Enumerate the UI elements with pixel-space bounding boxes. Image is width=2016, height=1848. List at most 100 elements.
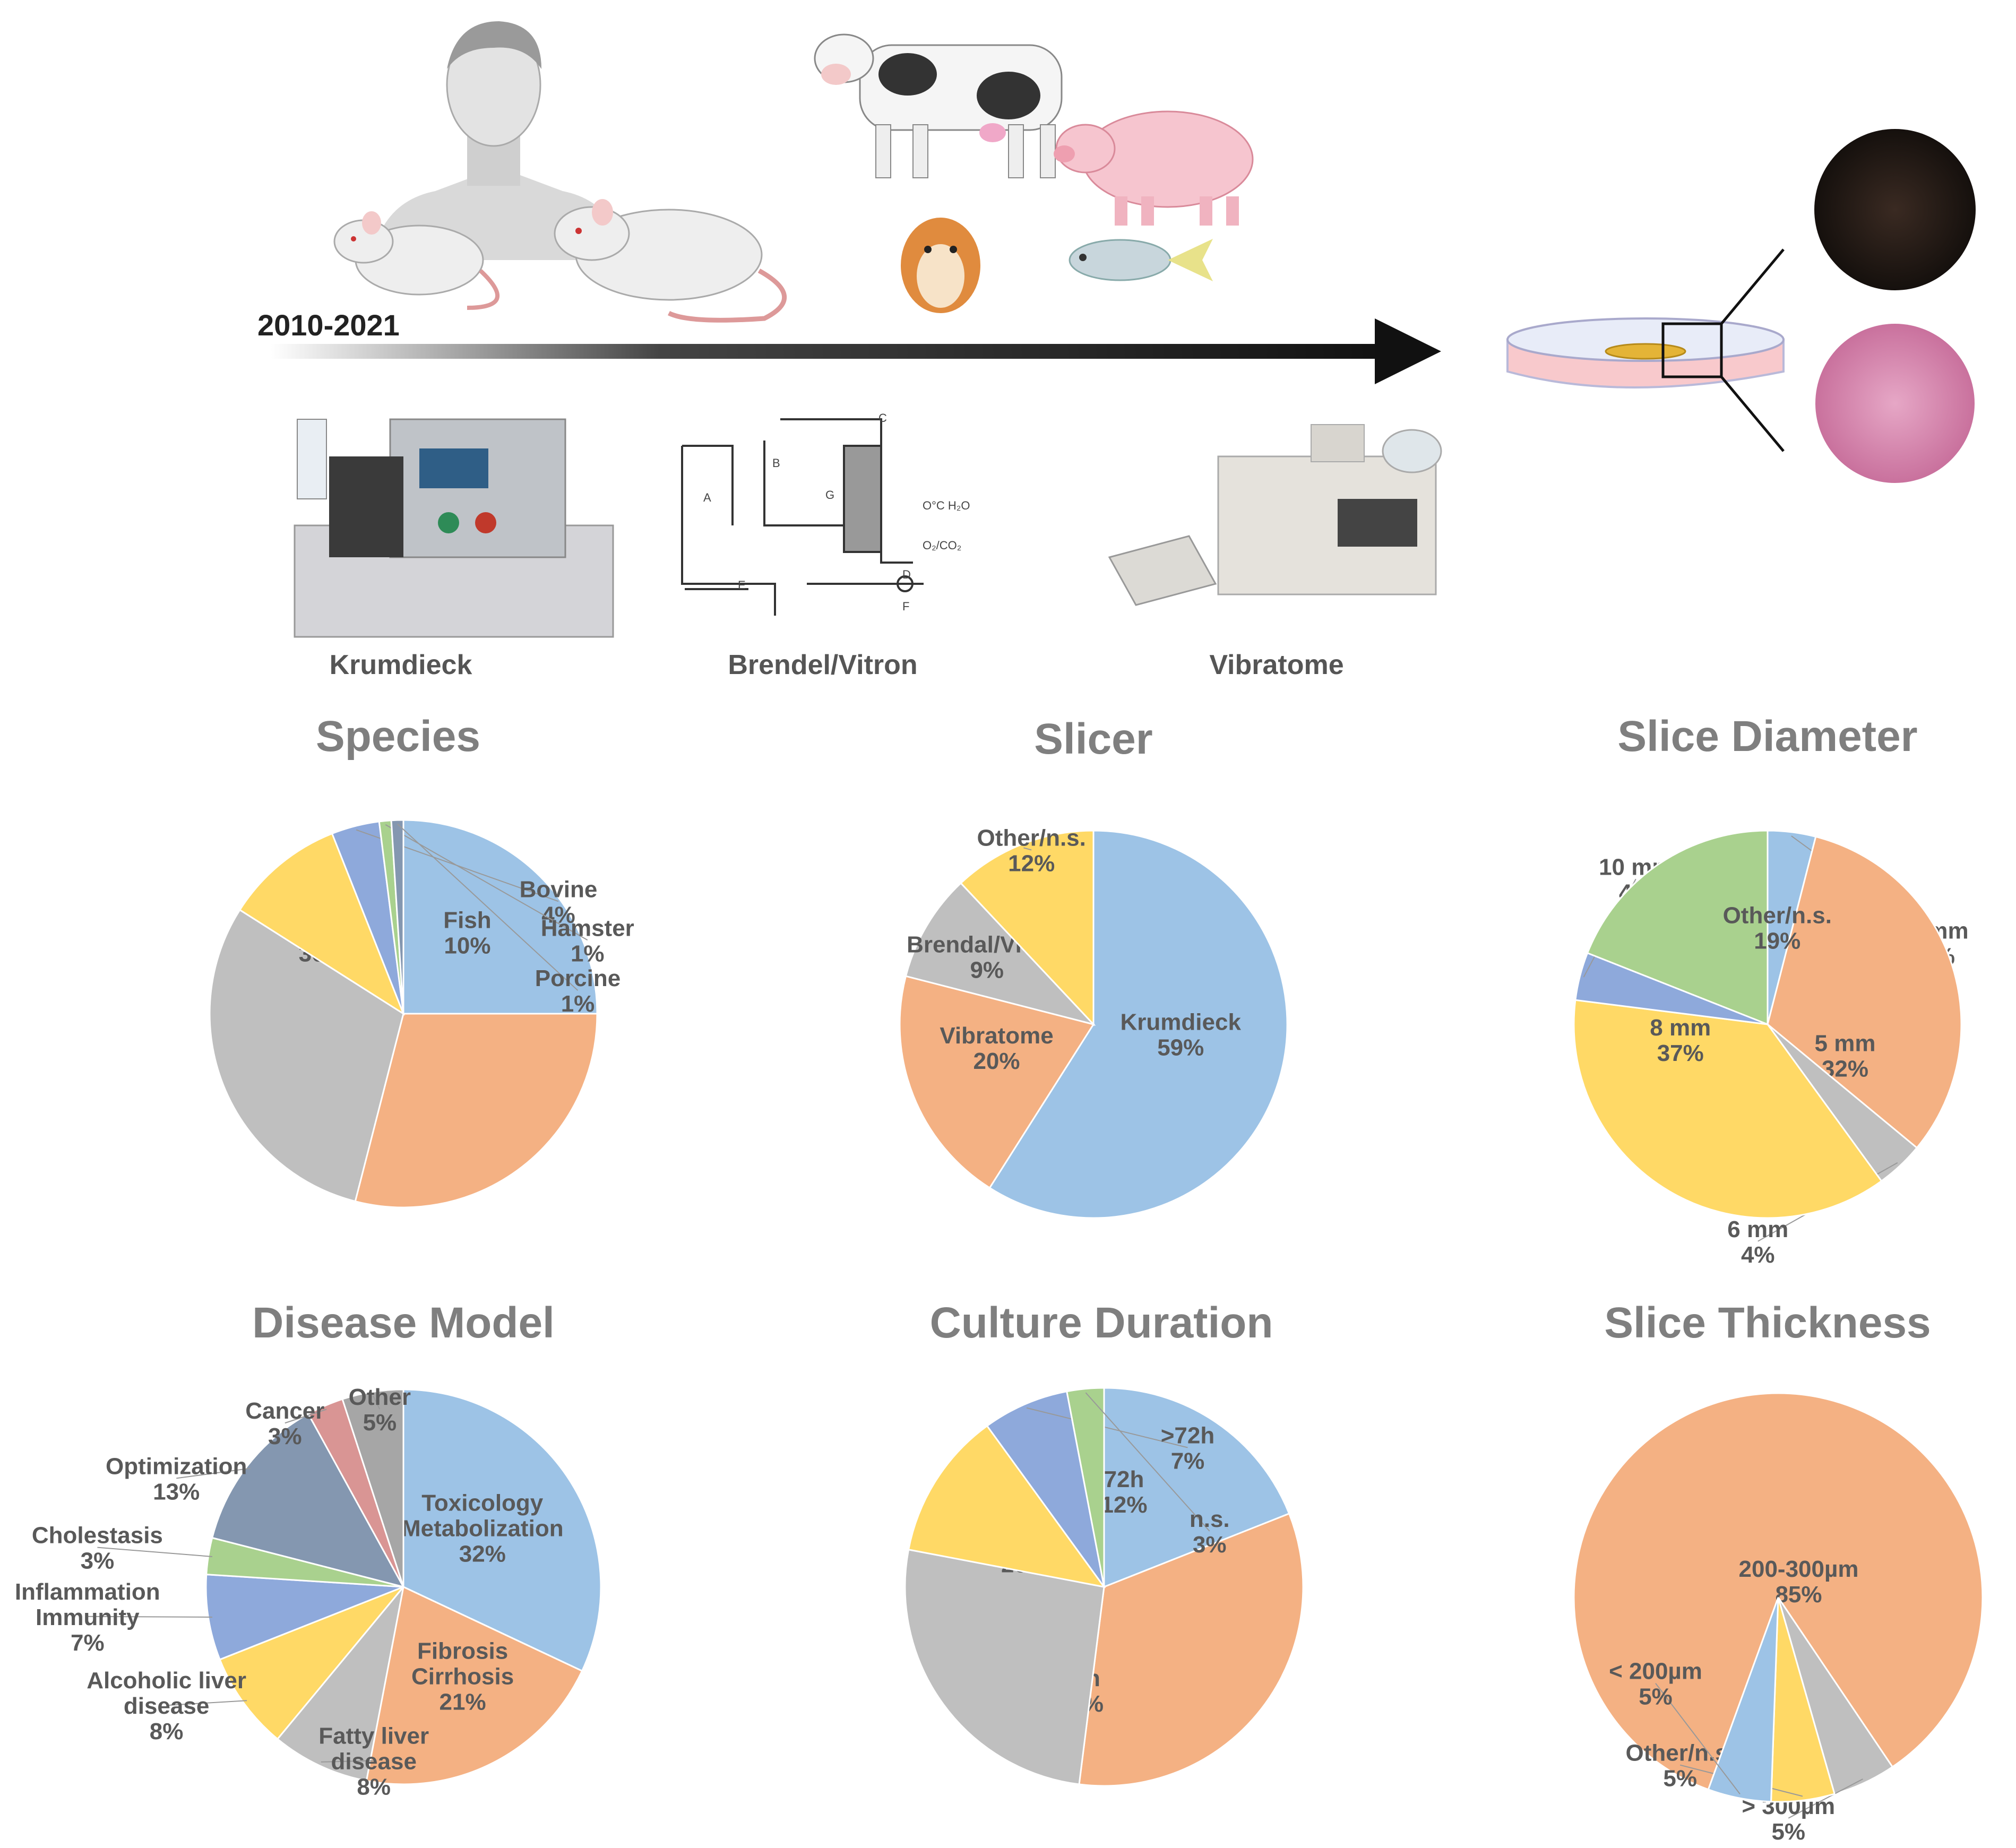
pie-slice-n-s- xyxy=(1065,1387,1105,1587)
chart-title: Slice Diameter xyxy=(1617,712,1917,761)
pie-slice-other-n-s- xyxy=(960,830,1095,1026)
pie-slice-vibratome xyxy=(899,975,1095,1189)
slice-label: Toxicology Metabolization 32% xyxy=(401,1490,564,1567)
slice-label: Other/n.s. 5% xyxy=(1626,1740,1735,1792)
timeline-label: 2010-2021 xyxy=(257,308,400,342)
slice-label: Cancer 3% xyxy=(245,1398,324,1449)
he-stained-slice-image xyxy=(1815,324,1975,483)
slice-label: Porcine 1% xyxy=(535,965,621,1017)
species-pie-chart: SpeciesMouse25%Rat29%Human30%Fish10%Bovi… xyxy=(209,712,634,1208)
illustration-panel: 2010-2021 xyxy=(257,21,1976,680)
pie-slice-mouse xyxy=(402,819,598,1015)
schematic-label-e: E xyxy=(738,578,746,592)
slice-label: 72h 12% xyxy=(1100,1466,1147,1518)
pie-slice-24h xyxy=(1078,1513,1304,1787)
slice-label: >72h 7% xyxy=(1161,1423,1215,1474)
slice-label: Fish 10% xyxy=(443,908,491,959)
pie-slice-other-n-s- xyxy=(1586,830,1769,1026)
slice-label: Other 5% xyxy=(349,1384,411,1436)
slice-label: 6 mm 4% xyxy=(1727,1216,1788,1268)
leader-line xyxy=(373,1395,381,1410)
leader-line xyxy=(1026,1407,1188,1448)
schematic-label-g: G xyxy=(825,488,834,502)
leader-line xyxy=(176,1467,251,1479)
leader-line xyxy=(1023,847,1032,851)
chart-title: Slice Thickness xyxy=(1604,1299,1931,1347)
slice-label: 8 mm 37% xyxy=(1650,1015,1711,1066)
pie-slice-other xyxy=(341,1388,404,1587)
leader-line xyxy=(1655,1683,1741,1794)
leader-line xyxy=(285,1409,327,1424)
schematic-label-b: B xyxy=(772,456,780,470)
slice-label: Krumdieck 59% xyxy=(1121,1009,1242,1060)
instrument-label-vibratome: Vibratome xyxy=(1209,650,1343,680)
leader-line xyxy=(166,1700,247,1706)
pie-slice-200-300-m xyxy=(1573,1392,1984,1791)
chart-title: Culture Duration xyxy=(930,1299,1273,1347)
chart-title: Species xyxy=(316,712,480,761)
pie-slice-fish xyxy=(238,832,406,1016)
pie-slice-fibrosis-cirrhosis xyxy=(365,1585,583,1785)
schematic-label-water: O°C H₂O xyxy=(923,499,970,512)
slice-label: Other/n.s. 19% xyxy=(1723,903,1832,954)
pie-slice-48h xyxy=(904,1548,1105,1785)
pie-slice--200-m xyxy=(1707,1597,1779,1803)
pie-slice-brendal-vitron xyxy=(904,882,1096,1026)
schematic-label-d: D xyxy=(902,568,911,581)
pie-slice-krumdieck xyxy=(988,830,1288,1219)
slice-label: < 200µm 5% xyxy=(1609,1659,1702,1710)
pie-slice-8-mm xyxy=(1573,999,1883,1219)
pie-slice-5-mm xyxy=(1767,835,1962,1149)
mouse-illustration xyxy=(333,211,499,310)
leader-line xyxy=(321,1760,374,1763)
slice-label: 5 mm 32% xyxy=(1815,1030,1876,1082)
slice-label: Alcoholic liver disease 8% xyxy=(87,1668,246,1745)
chart-title: Slicer xyxy=(1034,715,1152,763)
pie-slice-inflammation-immunity xyxy=(205,1574,404,1661)
petri-dish-illustration xyxy=(1506,248,1785,452)
pie-slice-alcoholic-liver-disease xyxy=(219,1586,404,1740)
schematic-label-c: C xyxy=(878,411,887,425)
leader-line xyxy=(397,823,579,991)
leader-line xyxy=(1788,1778,1863,1819)
brendel-vitron-schematic xyxy=(681,418,924,616)
pie-slice-human xyxy=(209,909,404,1203)
slice-label: Cholestasis 3% xyxy=(32,1523,163,1574)
pie-slice-fatty-liver-disease xyxy=(276,1586,404,1782)
slice-label: Other/n.s. 12% xyxy=(977,825,1086,877)
liver-slice-image xyxy=(1814,129,1976,290)
slice-label: n.s. 3% xyxy=(1190,1506,1230,1558)
disease-model-pie-chart: Disease Model Toxicology Metabolization 32%… xyxy=(15,1299,602,1800)
pie-slice--72h xyxy=(986,1390,1105,1587)
slice-label: Optimization 13% xyxy=(106,1453,247,1505)
slice-label: Inflammation Immunity 7% xyxy=(15,1579,160,1656)
pig-illustration xyxy=(1054,110,1254,226)
slice-label: Vibratome 20% xyxy=(940,1023,1053,1074)
krumdieck-slicer-illustration xyxy=(294,418,614,638)
rat-illustration xyxy=(554,199,787,323)
pie-slice-optimization xyxy=(211,1412,405,1588)
slice-label: Fibrosis Cirrhosis 21% xyxy=(411,1638,514,1715)
culture-duration-pie-chart: Culture Duration<24h19%24h33%48h26%72h12… xyxy=(904,1299,1304,1787)
leader-line xyxy=(97,1547,213,1557)
schematic-label-a: A xyxy=(703,491,711,504)
pie-slice--24h xyxy=(1103,1387,1290,1588)
schematic-label-f: F xyxy=(902,600,909,613)
slice-label: 200-300µm 85% xyxy=(1739,1556,1859,1608)
timeline-arrow xyxy=(271,318,1441,384)
schematic-label-gas: O₂/CO₂ xyxy=(923,539,961,552)
fish-illustration xyxy=(1069,239,1213,281)
instrument-label-krumdieck: Krumdieck xyxy=(330,650,472,680)
chart-title: Disease Model xyxy=(252,1299,555,1347)
hamster-illustration xyxy=(901,218,980,313)
slice-label: Hamster 1% xyxy=(541,915,634,966)
pie-slice-toxicology-metabolization xyxy=(402,1388,602,1672)
vibratome-illustration xyxy=(1108,424,1442,606)
instrument-label-brendel-vitron: Brendel/Vitron xyxy=(728,650,917,680)
pie-slice-72h xyxy=(907,1424,1106,1588)
slice-label: Fatty liver disease 8% xyxy=(318,1723,429,1800)
